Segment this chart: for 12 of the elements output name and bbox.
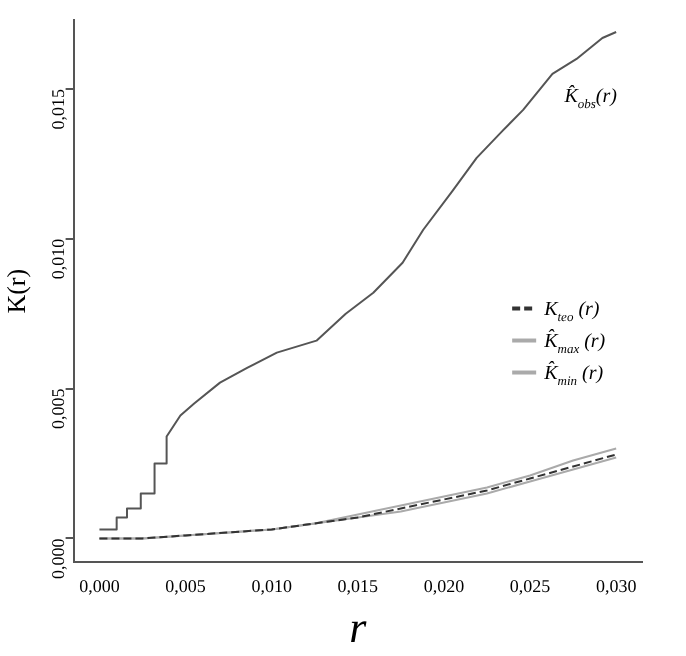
x-tick-label: 0,030 bbox=[595, 575, 638, 596]
x-tick-label: 0,025 bbox=[509, 575, 552, 596]
x-tick-label: 0,015 bbox=[337, 575, 380, 596]
y-axis-title: K(r) bbox=[0, 268, 31, 314]
x-tick-label: 0,005 bbox=[165, 575, 207, 596]
x-tick-label: 0,020 bbox=[423, 575, 466, 596]
y-tick-label: 0,015 bbox=[48, 87, 69, 130]
y-tick-label: 0,005 bbox=[48, 387, 69, 430]
y-tick-label: 0,010 bbox=[48, 237, 69, 280]
x-tick-label: 0,010 bbox=[251, 575, 293, 596]
x-tick-label: 0,000 bbox=[79, 575, 121, 596]
x-axis-title: r bbox=[349, 601, 368, 652]
